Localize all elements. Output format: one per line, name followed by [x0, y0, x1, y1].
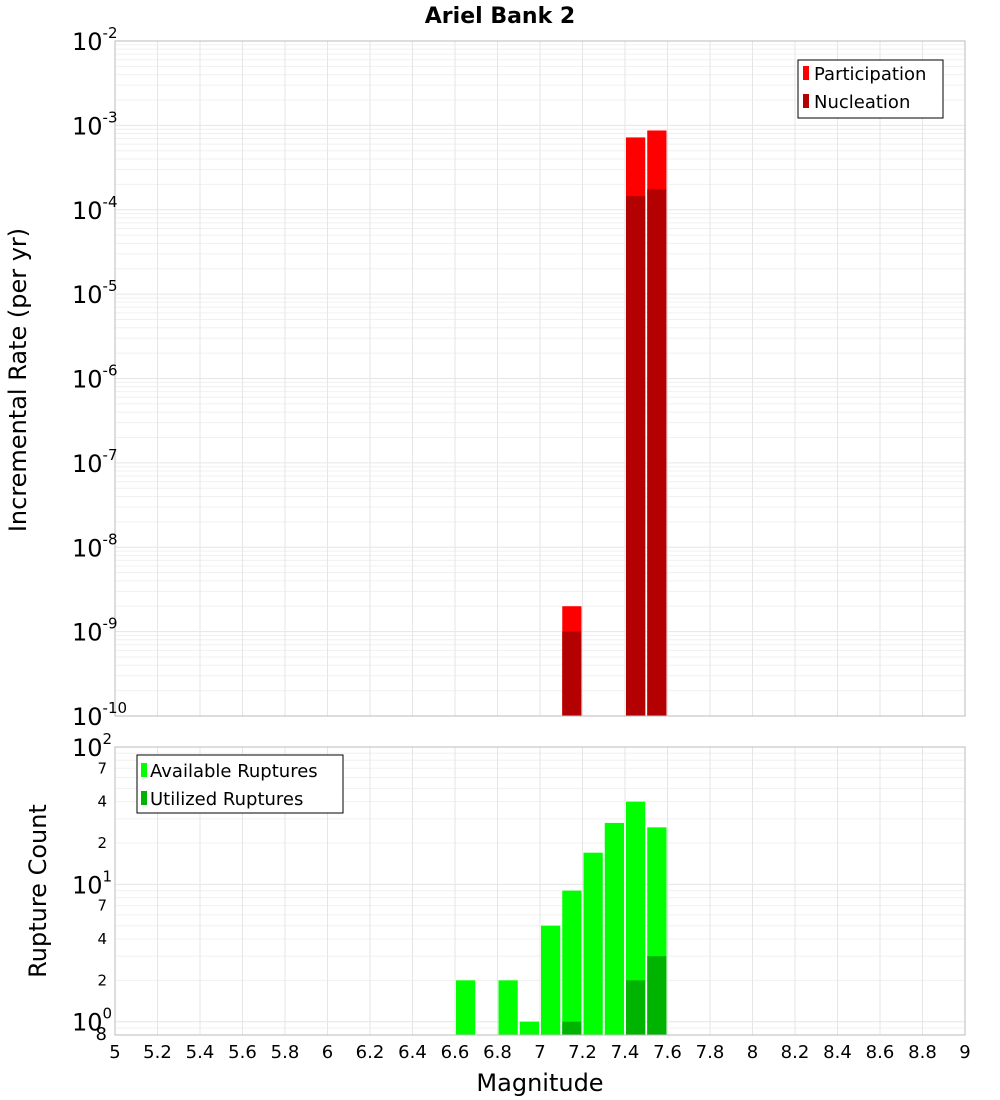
top-y-axis-ticks: 10-2 10-3 10-4 10-5 10-6 10-7 10-8 10-9 10-10	[72, 24, 127, 731]
top-y-tick-label: 10-6	[72, 362, 118, 394]
bottom-y-minor-tick-label: 2	[97, 971, 107, 989]
bottom-legend: Available Ruptures Utilized Ruptures	[136, 754, 344, 814]
x-axis-ticks: 5 5.2 5.4 5.6 5.8 6 6.2 6.4 6.6 6.8 7 7.2 7.4 7.6 7.8 8…	[109, 1042, 970, 1063]
top-y-tick-label: 10-8	[72, 530, 118, 562]
bottom-y-minor-tick-label: 4	[97, 930, 107, 948]
x-tick-label: 5	[109, 1042, 120, 1063]
bottom-y-major-tick-label: 100	[72, 1005, 112, 1037]
top-y-tick-label: 10-10	[72, 699, 127, 731]
utilized-ruptures-legend-label: Utilized Ruptures	[150, 789, 303, 810]
utilized-ruptures-bar	[562, 1021, 582, 1035]
available-ruptures-bar	[456, 980, 476, 1035]
nucleation-bar	[562, 631, 582, 716]
top-legend-box	[797, 59, 944, 119]
nucleation-legend-swatch	[803, 94, 809, 108]
x-tick-label: 6.8	[483, 1042, 512, 1063]
utilized-ruptures-legend-swatch	[141, 791, 147, 805]
top-y-tick-label: 10-4	[72, 193, 118, 225]
available-ruptures-bar	[604, 822, 624, 1035]
nucleation-bar	[626, 196, 646, 716]
x-tick-label: 8.8	[908, 1042, 937, 1063]
bottom-y-minor-tick-label: 8	[96, 1024, 107, 1045]
top-y-tick-label: 10-2	[72, 24, 118, 56]
chart-title: Ariel Bank 2	[425, 4, 575, 29]
x-axis-label: Magnitude	[476, 1069, 603, 1097]
top-y-tick-label: 10-5	[72, 277, 118, 309]
available-ruptures-bar	[519, 1021, 539, 1035]
bottom-y-axis-ticks: 102 101 100 7 4 2 7 4 2 8	[72, 730, 112, 1045]
bottom-legend-box	[136, 754, 344, 814]
x-tick-label: 5.2	[143, 1042, 172, 1063]
participation-legend-label: Participation	[814, 64, 926, 85]
bottom-y-minor-tick-label: 2	[97, 834, 107, 852]
x-tick-label: 5.6	[228, 1042, 257, 1063]
available-ruptures-bar	[626, 801, 646, 1035]
x-tick-label: 6.6	[441, 1042, 470, 1063]
bottom-y-major-tick-label: 101	[72, 867, 112, 899]
bottom-y-minor-tick-label: 4	[97, 793, 107, 811]
available-ruptures-bar	[562, 890, 582, 1035]
x-tick-label: 6.2	[356, 1042, 385, 1063]
x-tick-label: 7	[534, 1042, 545, 1063]
available-ruptures-legend-label: Available Ruptures	[150, 761, 318, 782]
x-tick-label: 8	[747, 1042, 758, 1063]
top-legend: Participation Nucleation	[797, 59, 944, 119]
x-tick-label: 7.6	[653, 1042, 682, 1063]
nucleation-legend-label: Nucleation	[814, 92, 910, 113]
x-tick-label: 6	[322, 1042, 333, 1063]
top-plot-grid	[114, 41, 966, 717]
bottom-y-minor-tick-label: 7	[97, 897, 107, 915]
x-tick-label: 6.4	[398, 1042, 427, 1063]
x-tick-label: 7.2	[568, 1042, 597, 1063]
top-y-axis-label: Incremental Rate (per yr)	[4, 228, 32, 532]
top-plot-bars	[562, 130, 667, 717]
bottom-plot-frame	[114, 746, 966, 1036]
available-ruptures-bar	[541, 925, 561, 1035]
available-ruptures-legend-swatch	[141, 763, 147, 777]
x-tick-label: 5.8	[271, 1042, 300, 1063]
x-tick-label: 5.4	[186, 1042, 215, 1063]
top-y-tick-label: 10-7	[72, 446, 118, 478]
bottom-y-major-tick-label: 102	[72, 730, 112, 762]
x-tick-label: 8.2	[781, 1042, 810, 1063]
nucleation-bar	[647, 189, 667, 717]
x-tick-label: 8.6	[866, 1042, 895, 1063]
available-ruptures-bar	[583, 852, 603, 1035]
bottom-plot-grid	[114, 747, 966, 1036]
x-tick-label: 7.4	[611, 1042, 640, 1063]
utilized-ruptures-bar	[626, 980, 646, 1035]
bottom-y-axis-label: Rupture Count	[24, 804, 52, 978]
utilized-ruptures-bar	[647, 956, 667, 1035]
available-ruptures-bar	[498, 980, 518, 1035]
participation-legend-swatch	[803, 66, 809, 80]
x-tick-label: 7.8	[696, 1042, 725, 1063]
bottom-plot-bars	[456, 801, 667, 1035]
top-plot-frame	[114, 40, 966, 717]
top-y-tick-label: 10-9	[72, 615, 118, 647]
x-tick-label: 9	[959, 1042, 970, 1063]
bottom-y-minor-tick-label: 7	[97, 759, 107, 777]
x-tick-label: 8.4	[823, 1042, 852, 1063]
top-y-tick-label: 10-3	[72, 108, 118, 140]
